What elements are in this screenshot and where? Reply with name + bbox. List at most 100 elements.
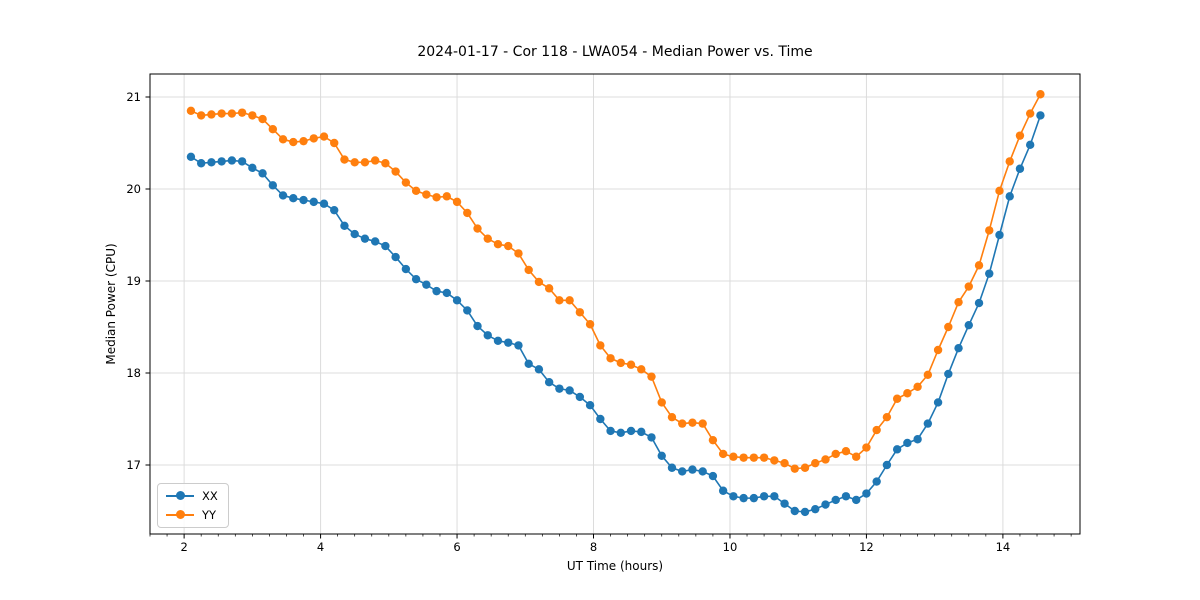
series-xx-point bbox=[821, 500, 830, 509]
series-xx-point bbox=[892, 445, 902, 454]
series-yy-point bbox=[770, 456, 779, 465]
series-yy-point bbox=[657, 398, 666, 407]
series-yy-point bbox=[749, 453, 759, 462]
series-xx-point bbox=[350, 229, 359, 239]
x-tick-label: 14 bbox=[996, 540, 1011, 554]
series-yy-point bbox=[227, 109, 237, 118]
series-yy-point bbox=[944, 322, 953, 332]
series-xx-point bbox=[780, 499, 789, 508]
series-xx-point bbox=[923, 419, 933, 428]
series-yy-point bbox=[248, 111, 257, 120]
series-yy-point bbox=[667, 412, 677, 422]
series-xx-point bbox=[514, 341, 523, 350]
series-yy-point bbox=[442, 192, 452, 201]
series-yy-point bbox=[268, 125, 278, 134]
series-xx-point bbox=[227, 156, 237, 165]
series-xx-point bbox=[473, 321, 482, 331]
series-xx-point bbox=[729, 492, 738, 501]
series-yy-point bbox=[319, 132, 329, 141]
series-yy-point bbox=[186, 106, 196, 116]
series-xx-point bbox=[555, 384, 564, 393]
series-xx-point bbox=[770, 492, 779, 501]
x-tick-label: 6 bbox=[453, 540, 460, 554]
series-yy-point bbox=[882, 412, 892, 422]
x-tick-label: 8 bbox=[590, 540, 597, 554]
series-yy-point bbox=[872, 425, 881, 435]
series-yy-point bbox=[821, 455, 830, 464]
series-yy-point bbox=[524, 265, 533, 275]
series-xx-point bbox=[913, 435, 922, 444]
legend-dot-yy-icon bbox=[176, 510, 185, 519]
series-xx-point bbox=[708, 471, 718, 481]
series-yy-point bbox=[596, 341, 605, 350]
series-yy-point bbox=[974, 261, 984, 270]
legend-dot-xx-icon bbox=[176, 491, 185, 500]
series-xx-point bbox=[872, 477, 881, 486]
series-xx-point bbox=[749, 493, 759, 503]
legend-marker-yy bbox=[166, 507, 194, 523]
legend-item-yy: YY bbox=[166, 507, 218, 523]
series-yy-point bbox=[626, 360, 636, 369]
series-yy-point bbox=[913, 382, 922, 391]
series-xx-point bbox=[882, 460, 892, 470]
series-xx-point bbox=[278, 191, 288, 200]
series-xx-point bbox=[606, 426, 615, 436]
series-xx-point bbox=[1036, 111, 1045, 120]
series-xx-point bbox=[831, 495, 840, 505]
series-yy-point bbox=[493, 240, 503, 249]
axes-border bbox=[149, 73, 1081, 535]
series-xx-point bbox=[401, 264, 411, 274]
series-xx-point bbox=[186, 152, 196, 161]
series-yy-point bbox=[759, 453, 769, 462]
series-yy-point bbox=[381, 159, 390, 168]
series-xx-point bbox=[565, 386, 574, 395]
series-yy-point bbox=[841, 447, 851, 456]
series-yy-point bbox=[739, 453, 748, 462]
series-yy-point bbox=[862, 443, 871, 452]
series-xx-point bbox=[217, 157, 226, 166]
series-xx-point bbox=[330, 205, 339, 215]
series-yy-point bbox=[729, 452, 738, 461]
series-xx-line bbox=[190, 115, 1042, 513]
series-xx-point bbox=[268, 181, 278, 190]
series-yy-point bbox=[852, 452, 861, 461]
series-xx-point bbox=[944, 369, 953, 379]
x-tick-label: 2 bbox=[180, 540, 187, 554]
series-xx-point bbox=[841, 492, 851, 501]
series-xx-point bbox=[1005, 192, 1014, 201]
series-xx-point bbox=[985, 269, 994, 278]
series-yy-point bbox=[688, 418, 697, 427]
series-yy-point bbox=[452, 197, 462, 207]
y-tick-label: 18 bbox=[126, 366, 141, 380]
series-yy-point bbox=[350, 158, 359, 167]
series-yy-point bbox=[514, 249, 523, 258]
series-yy-point bbox=[708, 435, 718, 445]
series-yy-point bbox=[370, 156, 380, 165]
series-yy-point bbox=[278, 135, 288, 144]
series-xx-point bbox=[718, 486, 728, 495]
series-yy-point bbox=[483, 234, 492, 243]
series-yy-point bbox=[309, 134, 318, 143]
x-tick-label: 12 bbox=[859, 540, 874, 554]
series-xx-point bbox=[616, 428, 625, 437]
series-yy-point bbox=[504, 241, 513, 251]
series-yy-point bbox=[432, 193, 441, 202]
series-yy-point bbox=[196, 111, 206, 120]
series-xx-point bbox=[432, 286, 441, 296]
series-yy-point bbox=[391, 167, 400, 176]
series-yy-point bbox=[258, 114, 267, 124]
legend-marker-xx bbox=[166, 488, 194, 504]
series-yy-point bbox=[954, 297, 963, 307]
series-yy-point bbox=[585, 320, 595, 329]
series-yy-point bbox=[964, 282, 973, 291]
series-yy-point bbox=[289, 137, 298, 147]
series-yy-point bbox=[698, 419, 707, 428]
series-yy-point bbox=[923, 370, 933, 380]
x-tick-label: 4 bbox=[317, 540, 324, 554]
series-yy-point bbox=[606, 354, 615, 363]
series-xx-point bbox=[637, 427, 646, 437]
series-yy-point bbox=[555, 296, 564, 305]
series-xx-point bbox=[585, 401, 595, 410]
series-xx-point bbox=[381, 241, 390, 251]
